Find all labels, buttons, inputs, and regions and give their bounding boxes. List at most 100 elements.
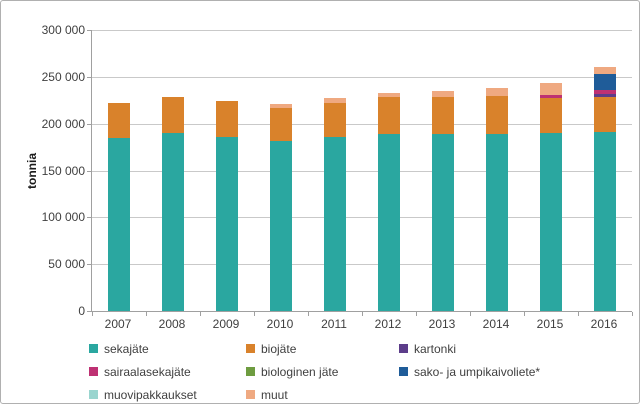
y-axis-tick-label: 50 000 xyxy=(48,257,85,271)
legend-swatch-sairaalasekaj-te xyxy=(89,367,98,376)
bar-segment-bioj-te xyxy=(432,97,454,134)
y-axis-tick-label: 0 xyxy=(78,304,85,318)
legend-label: kartonki xyxy=(414,341,457,356)
legend-item-sekaj-te: sekajäte xyxy=(89,342,246,356)
legend-swatch-kartonki xyxy=(399,344,408,353)
gridline xyxy=(92,30,632,31)
bar-segment-muut xyxy=(594,66,616,75)
bar-segment-muut xyxy=(486,88,508,96)
bar-segment-bioj-te xyxy=(486,95,508,134)
legend-label: biologinen jäte xyxy=(261,364,339,379)
bar-segment-muut xyxy=(378,92,400,98)
legend-label: sekajäte xyxy=(104,341,149,356)
legend-swatch-muovipakkaukset xyxy=(89,390,98,399)
x-axis-tick xyxy=(254,312,255,316)
y-axis-tick xyxy=(87,124,92,125)
gridline xyxy=(92,264,632,265)
legend-item-biologinen-j-te: biologinen jäte xyxy=(246,365,399,379)
legend-item-sako-ja-umpikaivoliete: sako- ja umpikaivoliete* xyxy=(399,365,589,379)
bar-segment-bioj-te xyxy=(378,97,400,134)
legend-item-muut: muut xyxy=(246,388,399,402)
bar-segment-sako-ja-umpikaivoliete xyxy=(594,74,616,90)
y-axis-tick xyxy=(87,217,92,218)
x-axis-label-2014: 2014 xyxy=(482,317,510,331)
bar-2015 xyxy=(540,83,562,311)
bar-segment-bioj-te xyxy=(270,107,292,142)
legend-swatch-sako-ja-umpikaivoliete xyxy=(399,367,408,376)
y-axis-tick-label: 200 000 xyxy=(41,117,85,131)
bar-2016 xyxy=(594,66,616,311)
bar-segment-bioj-te xyxy=(324,103,346,137)
y-axis-tick xyxy=(87,30,92,31)
x-axis-label-2010: 2010 xyxy=(266,317,294,331)
x-axis-label-2011: 2011 xyxy=(321,317,347,331)
x-axis-tick xyxy=(362,312,363,316)
bar-segment-bioj-te xyxy=(594,97,616,133)
legend-label: biojäte xyxy=(261,341,297,356)
gridline xyxy=(92,217,632,218)
bar-2014 xyxy=(486,88,508,311)
bar-segment-muut xyxy=(270,104,292,108)
legend-swatch-sekaj-te xyxy=(89,344,98,353)
x-axis-label-2016: 2016 xyxy=(590,317,618,331)
bar-2010 xyxy=(270,104,292,311)
x-axis-tick xyxy=(308,312,309,316)
bar-2007 xyxy=(108,103,130,311)
bar-segment-bioj-te xyxy=(108,103,130,138)
bar-2012 xyxy=(378,92,400,311)
bar-segment-sekaj-te xyxy=(486,133,508,311)
x-axis-label-2013: 2013 xyxy=(428,317,456,331)
x-axis-tick xyxy=(632,312,633,316)
y-axis-tick xyxy=(87,77,92,78)
legend-swatch-bioj-te xyxy=(246,344,255,353)
y-axis-tick-labels: 0 50 000 100 000 150 000 200 000 250 000 300 0… xyxy=(1,23,85,318)
bar-segment-sekaj-te xyxy=(162,133,184,311)
legend-item-bioj-te: biojäte xyxy=(246,342,399,356)
bar-segment-muut xyxy=(432,90,454,98)
bar-segment-sekaj-te xyxy=(270,141,292,311)
legend-label: sako- ja umpikaivoliete* xyxy=(414,364,541,379)
y-axis-tick xyxy=(87,311,92,312)
x-axis-tick xyxy=(92,312,93,316)
gridline xyxy=(92,171,632,172)
y-axis-tick-label: 100 000 xyxy=(41,210,85,224)
gridline xyxy=(92,77,632,78)
bar-2013 xyxy=(432,90,454,311)
bar-segment-sekaj-te xyxy=(378,133,400,311)
legend-label: muut xyxy=(261,387,288,402)
legend-item-kartonki: kartonki xyxy=(399,342,589,356)
bar-segment-bioj-te xyxy=(216,101,238,137)
bar-segment-sekaj-te xyxy=(540,133,562,311)
plot-area xyxy=(87,30,633,316)
chart-legend: sekajäte biojäte kartonki sairaalasekajäte b… xyxy=(89,337,589,406)
x-axis-label-2015: 2015 xyxy=(536,317,564,331)
legend-swatch-biologinen-j-te xyxy=(246,367,255,376)
bar-segment-sairaalasekaj-te xyxy=(594,89,616,94)
bar-2008 xyxy=(162,96,184,311)
x-axis-label-2008: 2008 xyxy=(158,317,186,331)
y-axis-tick xyxy=(87,171,92,172)
y-axis-tick-label: 300 000 xyxy=(41,23,85,37)
legend-item-sairaalasekaj-te: sairaalasekajäte xyxy=(89,365,246,379)
legend-label: muovipakkaukset xyxy=(104,387,197,402)
x-axis-tick xyxy=(578,312,579,316)
x-axis-tick-labels: 2007 2008 2009 2010 2011 2012 2013 2014 2015 2016 xyxy=(91,317,631,333)
bar-segment-muut xyxy=(540,83,562,95)
legend-label: sairaalasekajäte xyxy=(104,364,191,379)
y-axis-tick-label: 150 000 xyxy=(41,164,85,178)
bar-segment-sekaj-te xyxy=(324,136,346,311)
legend-item-muovipakkaukset: muovipakkaukset xyxy=(89,388,246,402)
x-axis-tick xyxy=(416,312,417,316)
y-axis-tick xyxy=(87,264,92,265)
gridline xyxy=(92,124,632,125)
x-axis-label-2009: 2009 xyxy=(212,317,240,331)
x-axis-label-2012: 2012 xyxy=(374,317,402,331)
bar-segment-bioj-te xyxy=(540,98,562,134)
bar-segment-muut xyxy=(324,98,346,104)
x-axis-tick xyxy=(146,312,147,316)
legend-swatch-muut xyxy=(246,390,255,399)
bar-segment-bioj-te xyxy=(162,96,184,134)
bar-segment-sekaj-te xyxy=(594,132,616,311)
y-axis-tick-label: 250 000 xyxy=(41,70,85,84)
